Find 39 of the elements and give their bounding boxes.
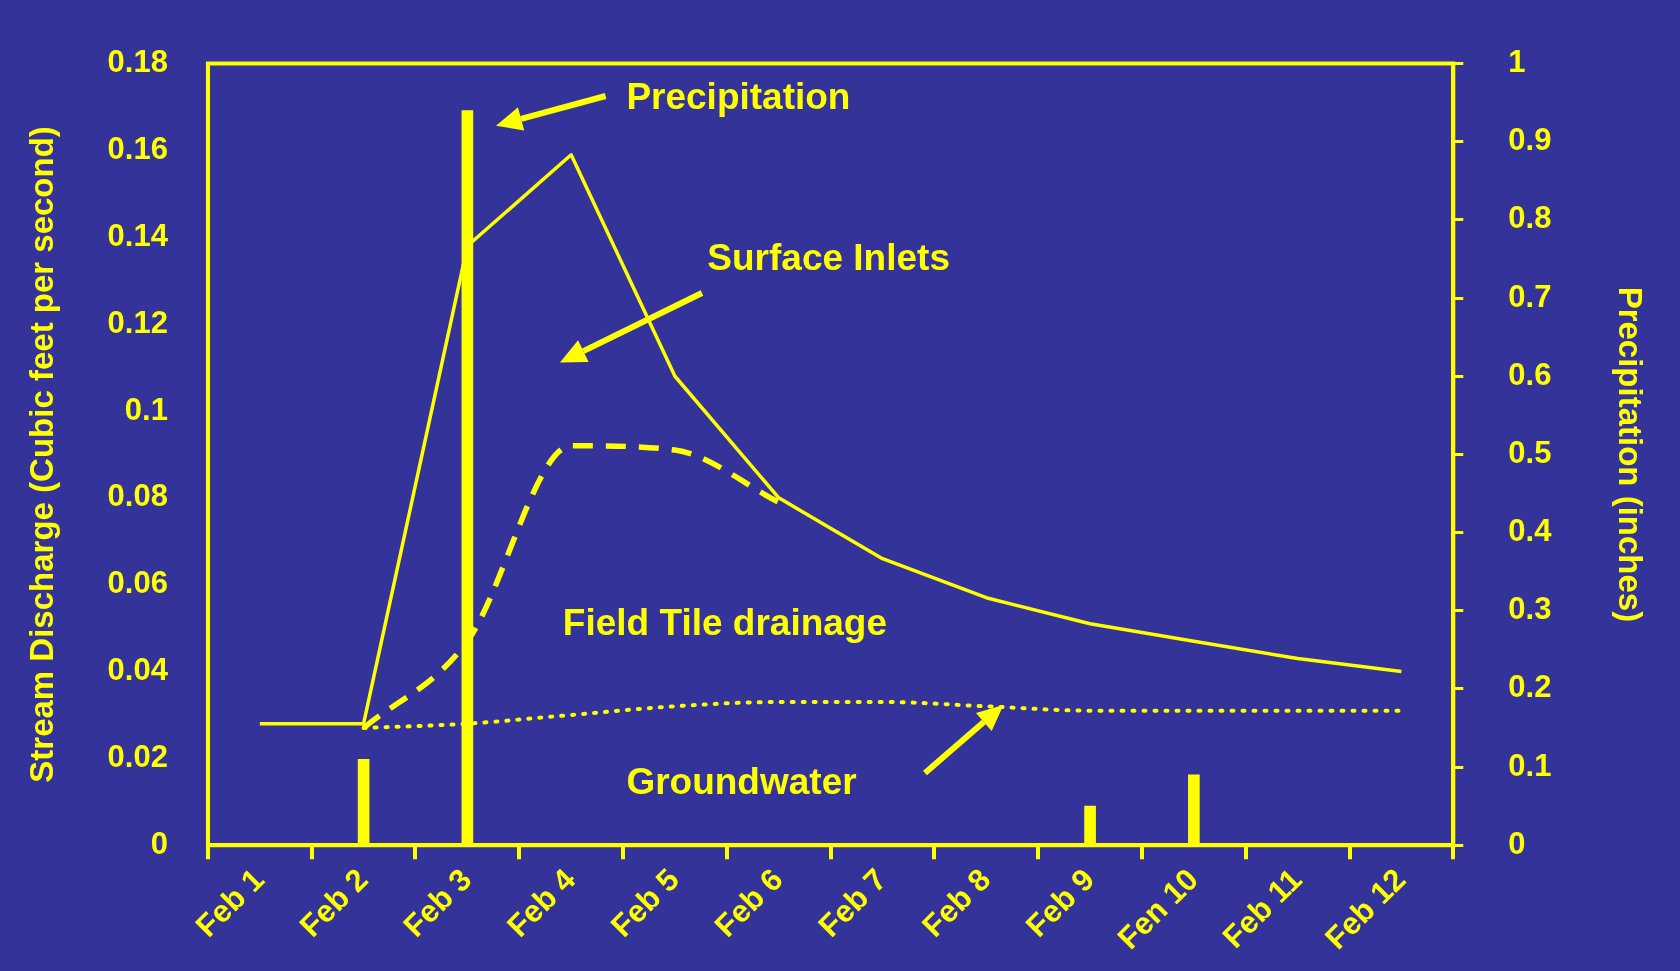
- x-tick-label: Feb 9: [1019, 861, 1102, 944]
- x-tick-label: Fen 10: [1110, 861, 1205, 956]
- x-tick-label: Feb 12: [1318, 861, 1413, 956]
- annotation: Field Tile drainage: [562, 602, 888, 644]
- y-tick-label: 0.1: [124, 391, 168, 427]
- y2-tick-label: 0.8: [1508, 200, 1552, 236]
- y2-tick-label: 0.6: [1508, 356, 1552, 392]
- y2-tick-label: 0.2: [1508, 669, 1552, 705]
- y-tick-label: 0.02: [107, 738, 168, 774]
- x-tick-label: Feb 6: [707, 861, 790, 944]
- y-tick-label: 0.14: [107, 217, 169, 253]
- y2-tick-label: 0.5: [1508, 434, 1552, 470]
- x-tick-label: Feb 1: [188, 861, 271, 944]
- y-tick-label: 0.04: [107, 652, 169, 688]
- y2-tick-label: 0.1: [1508, 747, 1552, 783]
- y2-tick-label: 0.3: [1508, 591, 1552, 627]
- x-tick-label: Feb 4: [500, 861, 583, 944]
- y-tick-label: 0: [150, 825, 168, 861]
- y2-axis-title: Precipitation (inches): [1612, 286, 1650, 623]
- y2-tick-label: 0.4: [1508, 513, 1553, 549]
- x-tick-label: Feb 11: [1215, 861, 1309, 955]
- y-tick-label: 0.16: [107, 131, 168, 166]
- annotation: Precipitation: [626, 75, 851, 117]
- x-tick-label: Feb 3: [396, 861, 479, 944]
- x-tick-label: Feb 5: [603, 861, 686, 944]
- x-tick-label: Feb 7: [811, 861, 894, 944]
- annotation: Surface Inlets: [707, 237, 950, 278]
- annotation: Groundwater: [626, 760, 857, 802]
- y-axis-title: Stream Discharge (Cubic feet per second): [22, 126, 60, 783]
- y-tick-label: 0.12: [107, 304, 168, 340]
- y-tick-label: 0.18: [107, 44, 168, 80]
- y2-tick-label: 0.9: [1508, 122, 1552, 158]
- y-tick-label: 0.06: [107, 565, 168, 601]
- y2-tick-label: 0: [1508, 825, 1526, 861]
- y2-tick-label: 1: [1508, 44, 1526, 80]
- y2-tick-label: 0.7: [1508, 278, 1552, 314]
- y-tick-label: 0.08: [107, 478, 168, 514]
- x-tick-label: Feb 2: [292, 861, 375, 944]
- x-tick-label: Feb 8: [915, 861, 998, 944]
